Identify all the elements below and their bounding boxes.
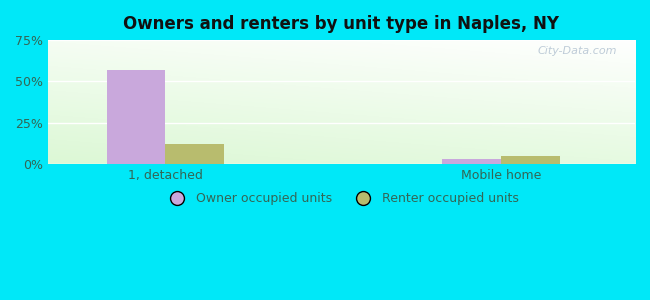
Title: Owners and renters by unit type in Naples, NY: Owners and renters by unit type in Naple… xyxy=(124,15,560,33)
Bar xyxy=(442,159,501,164)
Bar xyxy=(500,156,560,164)
Text: City-Data.com: City-Data.com xyxy=(538,46,617,56)
Bar xyxy=(165,144,224,164)
Legend: Owner occupied units, Renter occupied units: Owner occupied units, Renter occupied un… xyxy=(159,187,523,210)
Bar xyxy=(107,70,165,164)
